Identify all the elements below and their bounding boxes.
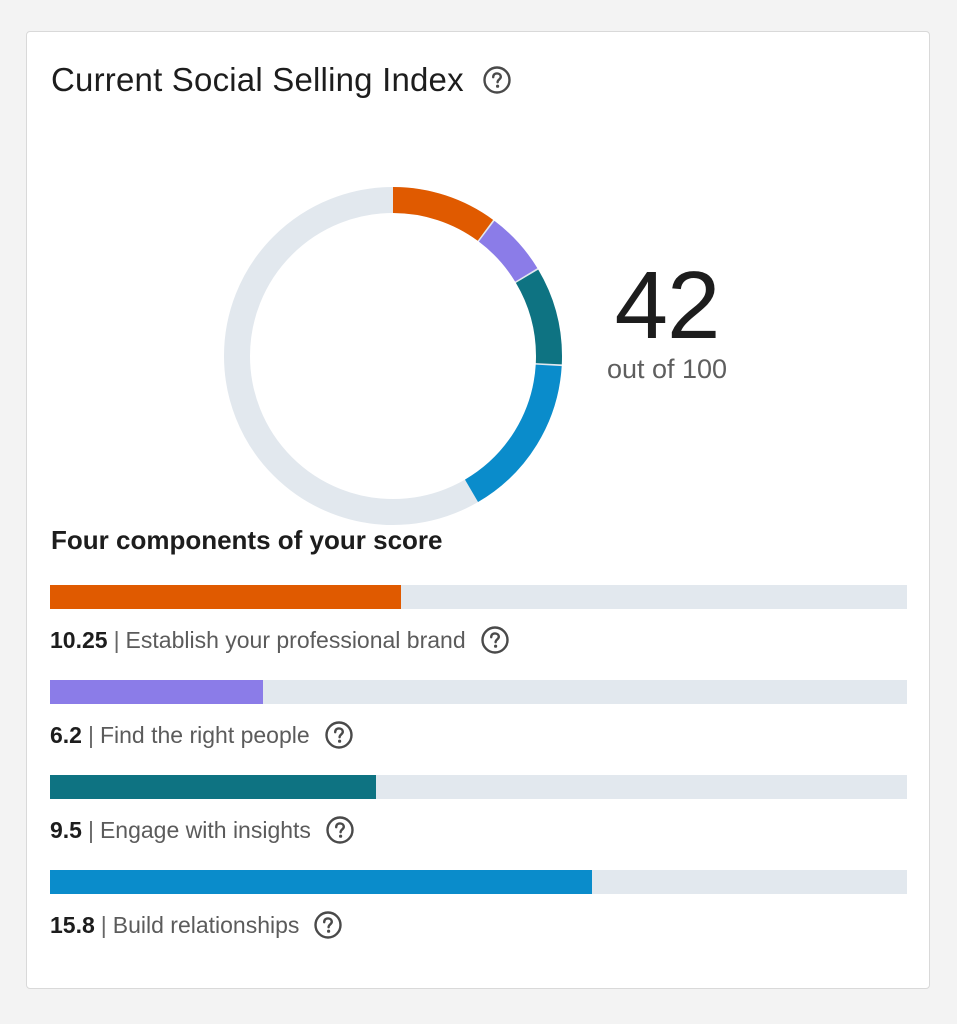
donut-segment-3 — [224, 187, 562, 525]
component-bar-track — [50, 680, 907, 704]
component-name: Engage with insights — [99, 816, 311, 843]
score-max-label: out of 100 — [606, 354, 728, 384]
score-donut-chart — [221, 184, 565, 528]
card-title: Current Social Selling Index — [51, 61, 464, 98]
component-item: 6.2 | Find the right people — [50, 680, 908, 750]
ssi-card: Current Social Selling Index 42 out of 1… — [26, 31, 930, 989]
question-circle-icon[interactable] — [482, 65, 512, 95]
component-bar-track — [50, 585, 907, 609]
question-circle-icon[interactable] — [325, 815, 355, 845]
component-name: Find the right people — [99, 721, 310, 748]
components-heading: Four components of your score — [51, 525, 443, 555]
score-value: 42 — [614, 252, 721, 359]
component-item: 10.25 | Establish your professional brand — [50, 585, 908, 655]
component-label-row: 10.25 | Establish your professional brand — [50, 625, 908, 655]
component-value: 9.5 — [50, 816, 82, 843]
component-item: 15.8 | Build relationships — [50, 870, 908, 940]
component-bar-fill — [50, 585, 402, 609]
donut-segment-1 — [224, 187, 562, 525]
score-display: 42 out of 100 — [587, 258, 747, 385]
component-label-row: 6.2 | Find the right people — [50, 720, 908, 750]
component-bar-fill — [50, 870, 592, 894]
component-label-row: 9.5 | Engage with insights — [50, 815, 908, 845]
component-bar-fill — [50, 775, 376, 799]
component-label-row: 15.8 | Build relationships — [50, 910, 908, 940]
component-separator: | — [113, 626, 120, 653]
question-circle-icon[interactable] — [313, 910, 343, 940]
component-separator: | — [100, 911, 107, 938]
component-separator: | — [87, 816, 94, 843]
component-value: 6.2 — [50, 721, 82, 748]
component-bar-track — [50, 870, 907, 894]
question-circle-icon[interactable] — [324, 720, 354, 750]
component-item: 9.5 | Engage with insights — [50, 775, 908, 845]
donut-svg — [224, 187, 562, 525]
component-separator: | — [87, 721, 94, 748]
component-name: Build relationships — [112, 911, 300, 938]
title-row: Current Social Selling Index — [51, 56, 512, 104]
component-value: 15.8 — [50, 911, 95, 938]
component-bar-fill — [50, 680, 263, 704]
component-bar-track — [50, 775, 907, 799]
component-name: Establish your professional brand — [125, 626, 466, 653]
component-value: 10.25 — [50, 626, 108, 653]
question-circle-icon[interactable] — [480, 625, 510, 655]
